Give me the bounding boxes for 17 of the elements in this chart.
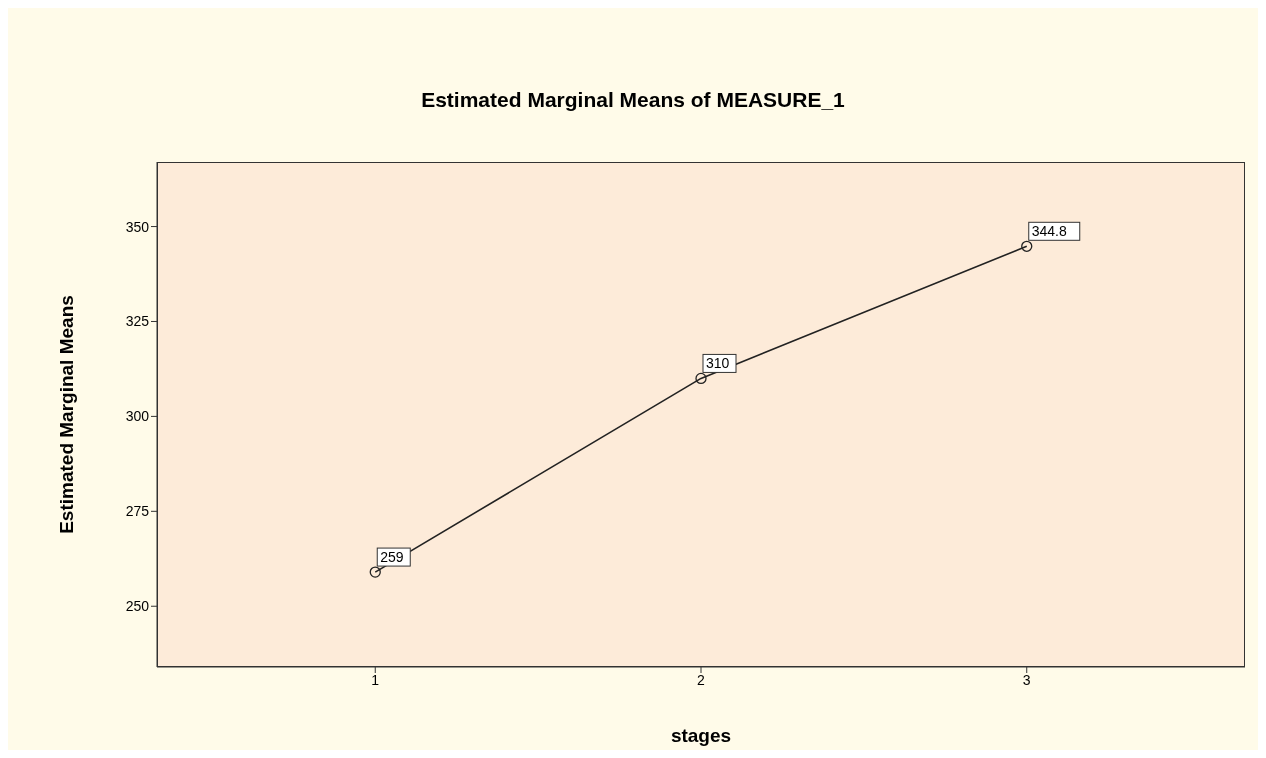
point [1021,240,1033,252]
chart-title: Estimated Marginal Means of MEASURE_1 [420,88,846,112]
y-tick-label: 300 [125,408,150,425]
x-tick-label: 2 [697,671,706,688]
y-axis-title: Estimated Marginal Means [55,295,77,534]
y-tick-label: 325 [125,313,150,330]
y-tick-label: 275 [125,503,150,520]
x-axis-title: stages [670,725,732,746]
y-tick-label: 350 [125,218,150,235]
x-tick-label: 1 [371,671,380,688]
y-tick-label: 250 [125,598,150,615]
point [369,566,381,578]
data-label: 259 [380,549,404,566]
x-tick-label: 3 [1022,671,1031,688]
data-label: 310 [706,355,730,372]
point [695,372,707,385]
data-label: 344.8 [1031,223,1067,240]
